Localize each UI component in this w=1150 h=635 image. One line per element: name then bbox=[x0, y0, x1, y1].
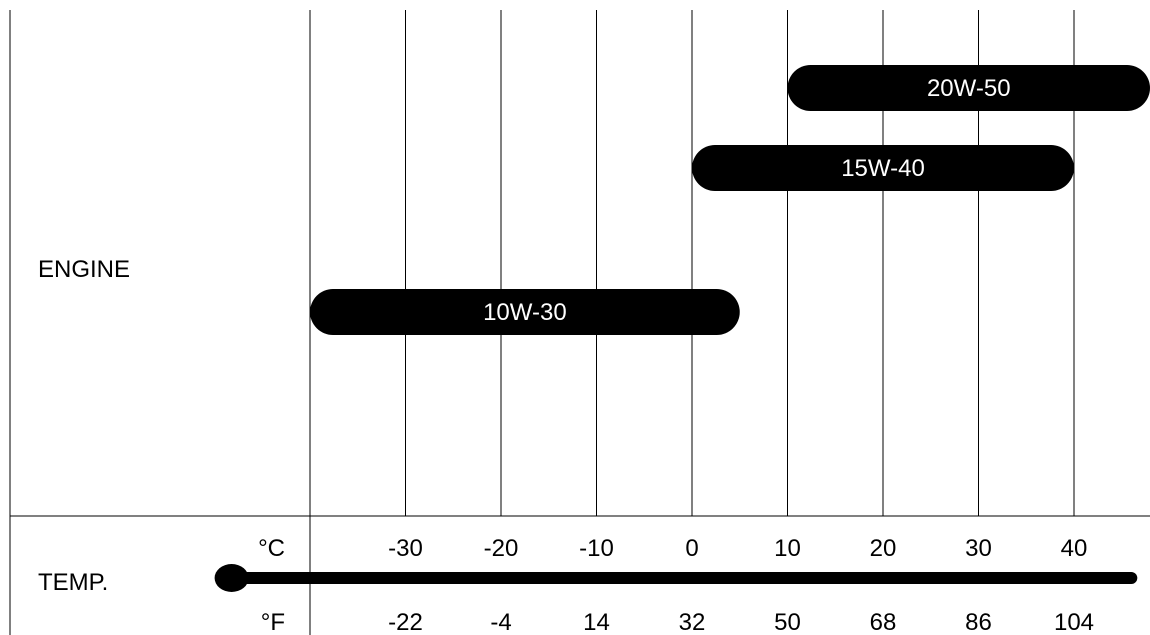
celsius-tick-label: -30 bbox=[388, 535, 423, 562]
celsius-tick-label: 10 bbox=[774, 535, 801, 562]
fahrenheit-tick-label: -4 bbox=[490, 609, 511, 635]
viscosity-bar-label: 10W-30 bbox=[483, 299, 567, 326]
fahrenheit-tick-label: 68 bbox=[870, 609, 897, 635]
celsius-tick-label: -10 bbox=[579, 535, 614, 562]
viscosity-bar-15w-40 bbox=[692, 145, 1074, 191]
celsius-tick-label: 40 bbox=[1061, 535, 1088, 562]
fahrenheit-unit-label: °F bbox=[261, 609, 285, 635]
viscosity-bar-label: 15W-40 bbox=[841, 155, 925, 182]
engine-row-label: ENGINE bbox=[38, 256, 130, 283]
celsius-tick-label: 20 bbox=[870, 535, 897, 562]
celsius-tick-label: 30 bbox=[965, 535, 992, 562]
viscosity-bar-10w-30 bbox=[310, 289, 740, 335]
fahrenheit-tick-label: 50 bbox=[774, 609, 801, 635]
celsius-tick-label: -20 bbox=[484, 535, 519, 562]
celsius-unit-label: °C bbox=[258, 535, 285, 562]
viscosity-bars bbox=[214, 65, 1150, 592]
axis-labels: -30 -22 -20 -4 -10 14 0 32 10 50 20 68 30 86 40 104 20W-… bbox=[38, 75, 1094, 635]
viscosity-bar-20w-50 bbox=[787, 65, 1150, 111]
fahrenheit-tick-label: -22 bbox=[388, 609, 423, 635]
fahrenheit-tick-label: 32 bbox=[679, 609, 706, 635]
fahrenheit-tick-label: 14 bbox=[583, 609, 610, 635]
fahrenheit-tick-label: 86 bbox=[965, 609, 992, 635]
fahrenheit-tick-label: 104 bbox=[1054, 609, 1094, 635]
celsius-tick-label: 0 bbox=[685, 535, 698, 562]
viscosity-bar-label: 20W-50 bbox=[927, 75, 1011, 102]
temp-row-label: TEMP. bbox=[38, 569, 108, 596]
thermometer-bulb-icon bbox=[214, 564, 249, 592]
